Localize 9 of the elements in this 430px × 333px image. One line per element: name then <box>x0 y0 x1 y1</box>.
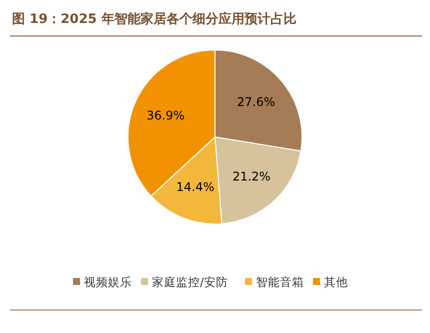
data-label: 36.9% <box>146 108 185 122</box>
chart-title: 图 19：2025 年智能家居各个细分应用预计占比 <box>12 11 296 27</box>
legend-label: 视频娱乐 <box>84 275 132 289</box>
data-label: 27.6% <box>237 95 276 110</box>
data-label: 14.4% <box>176 180 214 194</box>
legend-label: 其他 <box>324 275 348 289</box>
data-label: 21.2% <box>232 170 271 184</box>
legend-label: 智能音箱 <box>256 275 304 289</box>
legend-label: 家庭监控/安防 <box>152 275 228 289</box>
